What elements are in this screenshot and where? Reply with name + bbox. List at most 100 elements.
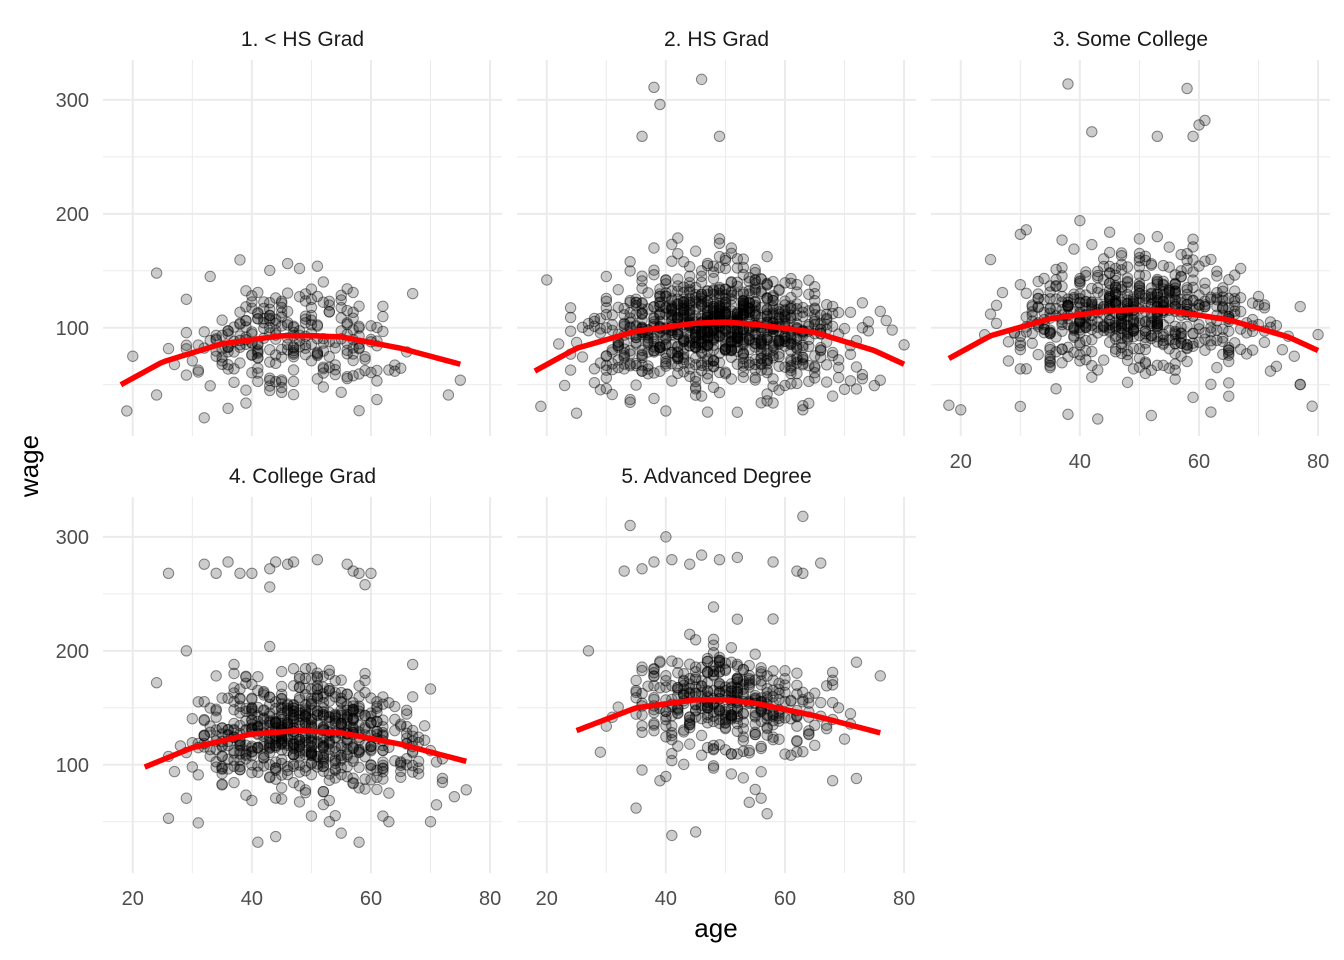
data-point bbox=[797, 351, 809, 363]
data-point bbox=[323, 816, 335, 828]
data-point bbox=[797, 404, 809, 416]
data-point bbox=[365, 567, 377, 580]
data-point bbox=[353, 320, 365, 333]
data-point bbox=[785, 361, 797, 374]
data-point bbox=[234, 719, 246, 732]
data-point bbox=[725, 293, 738, 305]
data-point bbox=[761, 354, 773, 367]
data-point bbox=[317, 276, 330, 288]
data-point bbox=[737, 307, 749, 319]
data-point bbox=[341, 344, 353, 357]
data-point bbox=[660, 274, 672, 287]
data-point bbox=[678, 295, 690, 308]
data-point bbox=[648, 264, 660, 276]
data-point bbox=[701, 257, 714, 270]
data-point bbox=[996, 286, 1009, 299]
data-point bbox=[684, 280, 696, 293]
data-point bbox=[755, 335, 767, 348]
data-point bbox=[672, 311, 684, 324]
data-point bbox=[737, 268, 749, 281]
data-point bbox=[353, 782, 365, 794]
data-point bbox=[689, 375, 702, 388]
data-point bbox=[654, 344, 666, 356]
panel-3: 3. Some College 20 40 60 80 bbox=[931, 28, 1330, 473]
data-point bbox=[695, 364, 708, 377]
data-point bbox=[791, 303, 803, 315]
data-point bbox=[1145, 287, 1158, 300]
data-point bbox=[749, 374, 761, 386]
data-point bbox=[791, 679, 803, 692]
data-point bbox=[264, 309, 276, 322]
x-axis-label: age bbox=[694, 913, 737, 943]
data-point bbox=[719, 283, 732, 295]
data-point bbox=[803, 305, 815, 317]
data-point bbox=[660, 290, 672, 302]
data-point bbox=[797, 353, 809, 366]
data-point bbox=[725, 351, 738, 364]
data-point bbox=[216, 351, 228, 363]
data-point bbox=[648, 269, 660, 281]
data-point bbox=[695, 336, 708, 348]
data-point bbox=[707, 305, 720, 317]
data-point bbox=[990, 299, 1003, 312]
data-point bbox=[725, 242, 738, 254]
data-point bbox=[654, 308, 666, 321]
data-point bbox=[624, 348, 636, 360]
data-point bbox=[654, 309, 666, 321]
data-point bbox=[264, 380, 276, 392]
data-point bbox=[990, 317, 1003, 330]
data-point bbox=[275, 295, 288, 308]
x-tick-label: 80 bbox=[893, 888, 915, 910]
data-point bbox=[1229, 292, 1241, 305]
data-point bbox=[749, 327, 761, 340]
data-point bbox=[689, 326, 702, 338]
data-point bbox=[672, 298, 684, 311]
data-point bbox=[815, 309, 827, 321]
data-point bbox=[701, 334, 714, 346]
data-point bbox=[797, 746, 809, 758]
data-point bbox=[797, 310, 809, 323]
data-point bbox=[689, 352, 702, 364]
data-point bbox=[642, 346, 654, 358]
data-point bbox=[1270, 319, 1283, 332]
data-point bbox=[594, 384, 607, 396]
data-point bbox=[832, 361, 845, 374]
data-point bbox=[767, 339, 779, 351]
data-point bbox=[252, 367, 264, 379]
data-point bbox=[660, 681, 672, 693]
data-point bbox=[731, 308, 744, 321]
data-point bbox=[689, 281, 702, 294]
data-point bbox=[719, 308, 732, 320]
data-point bbox=[761, 303, 773, 316]
data-point bbox=[666, 720, 678, 732]
data-point bbox=[666, 754, 678, 767]
data-point bbox=[672, 351, 684, 363]
data-point bbox=[719, 306, 732, 318]
data-point bbox=[654, 341, 666, 354]
data-point bbox=[389, 359, 401, 371]
data-point bbox=[701, 339, 714, 352]
data-point bbox=[317, 381, 330, 393]
data-point bbox=[773, 384, 785, 396]
data-point bbox=[755, 358, 767, 371]
data-point bbox=[630, 296, 642, 308]
data-point bbox=[162, 812, 175, 825]
data-point bbox=[755, 742, 767, 755]
data-point bbox=[246, 702, 258, 714]
data-point bbox=[648, 341, 660, 353]
data-point bbox=[1086, 323, 1098, 335]
data-point bbox=[874, 670, 886, 682]
data-point bbox=[612, 339, 624, 352]
data-point bbox=[594, 312, 607, 325]
data-point bbox=[761, 308, 773, 320]
data-point bbox=[654, 365, 666, 377]
data-point bbox=[701, 285, 714, 297]
data-point bbox=[264, 309, 276, 322]
data-point bbox=[1127, 363, 1140, 375]
data-point bbox=[648, 344, 660, 357]
data-point bbox=[820, 298, 833, 311]
panels-layer: 1. < HS Grad 100 200 300 2. HS Grad 3. Some C… bbox=[56, 28, 1330, 910]
data-point bbox=[785, 364, 797, 377]
data-point bbox=[707, 327, 720, 339]
data-point bbox=[713, 308, 726, 320]
